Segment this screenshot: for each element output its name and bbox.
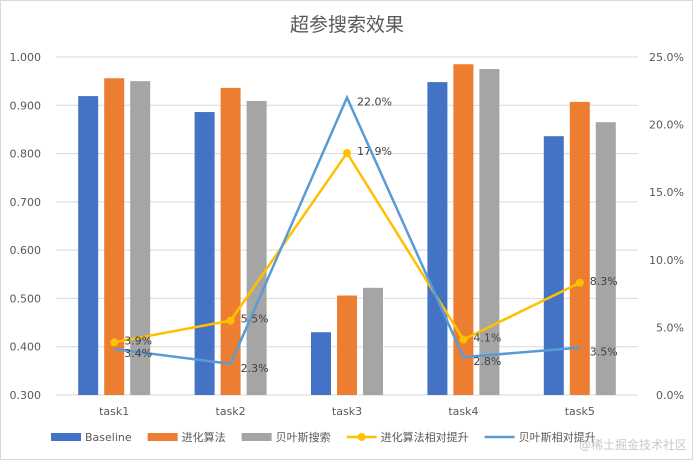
bar-进化算法-task4: [453, 64, 474, 395]
point-进化算法相对提升-task5: [575, 278, 584, 287]
data-label: 17.9%: [357, 145, 392, 158]
legend-label: 进化算法: [182, 430, 226, 444]
x-tick-label: task1: [99, 405, 129, 418]
legend-label: Baseline: [85, 431, 132, 444]
y-right-tick-label: 5.0%: [656, 321, 684, 334]
watermark: @稀土掘金技术社区: [579, 437, 687, 452]
y-left-tick-label: 0.300: [10, 389, 42, 402]
bar-进化算法-task2: [220, 87, 241, 395]
y-left-tick-label: 0.500: [10, 292, 42, 305]
y-left-tick-label: 0.800: [10, 148, 42, 161]
line-贝叶斯相对提升: [114, 94, 580, 366]
point-进化算法相对提升-task3: [343, 148, 351, 157]
chart-title: 超参搜索效果: [290, 14, 404, 36]
bar-Baseline-task4: [427, 82, 448, 395]
y-left-tick-label: 0.900: [10, 99, 42, 112]
bar-贝叶斯搜索-task1: [130, 81, 151, 396]
bar-Baseline-task1: [78, 96, 99, 396]
bar-进化算法-task3: [337, 295, 357, 395]
bar-贝叶斯搜索-task2: [246, 100, 267, 395]
bar-Baseline-task5: [543, 136, 564, 395]
point-进化算法相对提升-task1: [110, 338, 119, 347]
point-进化算法相对提升-task4: [459, 335, 468, 344]
data-label: 3.4%: [124, 347, 152, 360]
legend-label: 进化算法相对提升: [381, 430, 469, 444]
data-label: 5.5%: [241, 313, 269, 326]
data-label: 4.1%: [473, 332, 501, 345]
data-label: 3.5%: [590, 346, 618, 359]
bar-贝叶斯搜索-task4: [479, 69, 500, 396]
legend-label: 贝叶斯相对提升: [519, 430, 596, 444]
bar-贝叶斯搜索-task3: [363, 287, 383, 395]
y-left-tick-label: 0.400: [10, 341, 42, 354]
y-left-tick-label: 0.600: [10, 244, 42, 257]
data-label: 2.3%: [241, 362, 269, 375]
legend-swatch: [51, 433, 81, 441]
y-right-tick-label: 25.0%: [649, 51, 684, 64]
y-left-tick-label: 0.700: [10, 196, 42, 209]
legend-swatch: [241, 433, 272, 441]
bar-贝叶斯搜索-task5: [595, 122, 616, 395]
data-label: 8.3%: [590, 275, 618, 288]
x-tick-label: task5: [565, 405, 595, 418]
x-tick-label: task4: [448, 405, 478, 418]
y-right-tick-label: 10.0%: [649, 254, 684, 267]
legend-label: 贝叶斯搜索: [276, 430, 331, 444]
data-label: 3.9%: [124, 334, 152, 347]
data-label: 22.0%: [357, 96, 392, 109]
legend-swatch: [147, 433, 178, 441]
bar-Baseline-task2: [194, 112, 215, 395]
bar-进化算法-task5: [569, 101, 590, 396]
bar-进化算法-task1: [104, 78, 125, 395]
legend-marker: [357, 433, 366, 441]
data-label: 2.8%: [473, 355, 501, 368]
y-left-tick-label: 1.000: [10, 51, 42, 64]
point-进化算法相对提升-task2: [226, 316, 235, 325]
y-right-tick-label: 15.0%: [649, 186, 684, 199]
y-right-tick-label: 20.0%: [649, 119, 684, 132]
y-right-tick-label: 0.0%: [656, 389, 684, 402]
bar-Baseline-task3: [311, 332, 331, 395]
x-tick-label: task2: [216, 405, 246, 418]
x-tick-label: task3: [332, 405, 362, 418]
